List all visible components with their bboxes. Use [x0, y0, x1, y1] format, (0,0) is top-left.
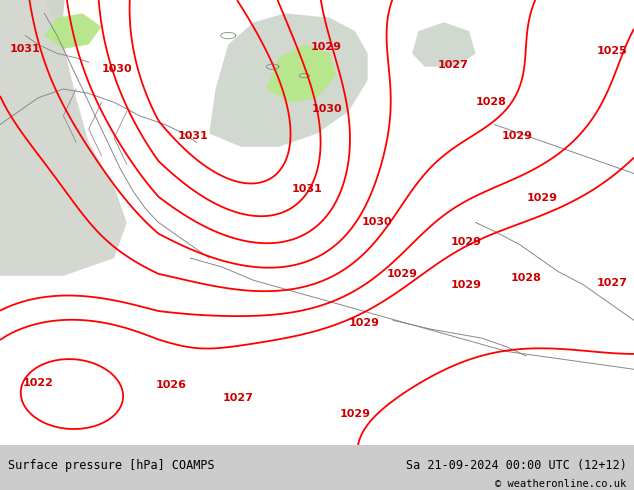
Polygon shape — [266, 45, 336, 102]
Text: 1027: 1027 — [597, 277, 627, 288]
Polygon shape — [412, 22, 476, 67]
Text: 1030: 1030 — [311, 104, 342, 114]
Text: 1029: 1029 — [451, 280, 481, 290]
Text: 1029: 1029 — [311, 42, 342, 52]
Text: 1029: 1029 — [349, 318, 380, 328]
Text: 1027: 1027 — [438, 59, 469, 70]
Text: 1029: 1029 — [527, 193, 557, 203]
Polygon shape — [0, 0, 127, 276]
Text: 1025: 1025 — [597, 46, 627, 56]
Text: 1031: 1031 — [178, 131, 209, 141]
Text: 1028: 1028 — [476, 98, 507, 107]
Text: Surface pressure [hPa] COAMPS: Surface pressure [hPa] COAMPS — [8, 459, 214, 472]
Text: © weatheronline.co.uk: © weatheronline.co.uk — [495, 479, 626, 489]
Text: 1028: 1028 — [511, 273, 541, 283]
Text: 1030: 1030 — [102, 64, 133, 74]
Text: 1029: 1029 — [501, 131, 532, 141]
Text: 1029: 1029 — [451, 238, 481, 247]
Text: 1026: 1026 — [156, 380, 186, 390]
Polygon shape — [209, 13, 368, 147]
Text: 1031: 1031 — [10, 44, 41, 54]
Text: 1030: 1030 — [362, 218, 392, 227]
Text: 1027: 1027 — [223, 393, 253, 403]
Text: 1029: 1029 — [340, 409, 370, 419]
Text: Sa 21-09-2024 00:00 UTC (12+12): Sa 21-09-2024 00:00 UTC (12+12) — [406, 459, 626, 472]
Text: 1022: 1022 — [23, 378, 53, 388]
Polygon shape — [44, 13, 101, 49]
Text: 1029: 1029 — [387, 269, 418, 279]
Text: 1031: 1031 — [292, 184, 323, 194]
